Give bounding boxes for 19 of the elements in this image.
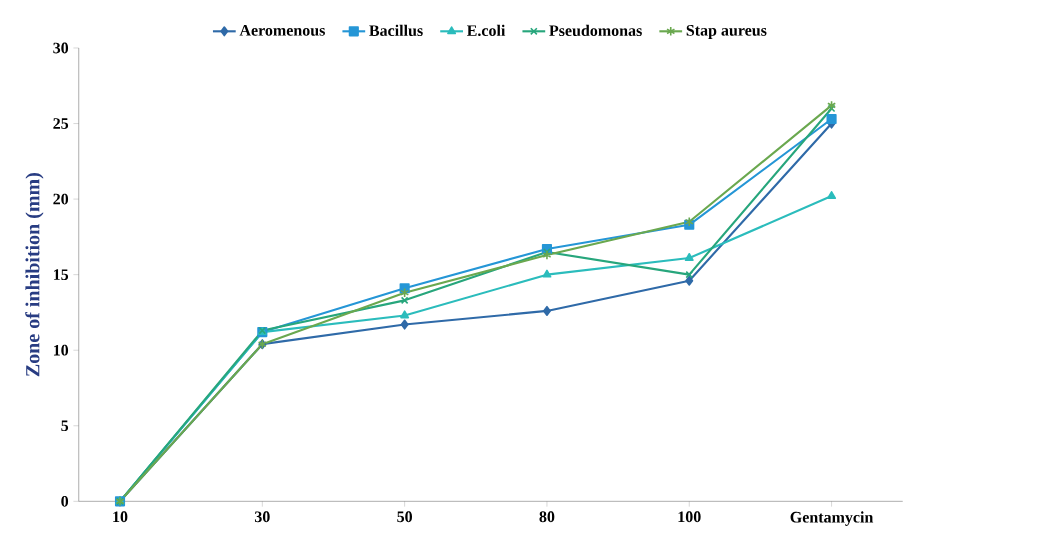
y-tick-label: 15	[53, 269, 69, 281]
y-tick-label: 20	[53, 193, 69, 205]
y-tick-label: 5	[61, 420, 69, 432]
legend-label: E.coli	[466, 24, 506, 37]
legend-label: Bacillus	[369, 24, 423, 37]
legend-label: Aeromenous	[239, 25, 325, 36]
x-tick-label: 50	[397, 511, 413, 523]
y-tick-label: 25	[53, 118, 69, 129]
x-tick-label: 80	[539, 511, 555, 523]
x-tick-label: Gentamycin	[790, 511, 874, 526]
x-tick-label: 10	[113, 511, 128, 523]
legend-label: Stap aureus	[686, 25, 767, 40]
y-tick-label: 10	[53, 344, 69, 356]
x-tick-label: 30	[254, 511, 270, 523]
x-tick-label: 100	[678, 511, 701, 523]
legend-label: Pseudomonas	[549, 24, 642, 37]
y-tick-label: 0	[61, 495, 69, 507]
y-tick-label: 30	[53, 42, 69, 54]
y-axis-title: Zone of inhibition (mm)	[25, 173, 44, 377]
